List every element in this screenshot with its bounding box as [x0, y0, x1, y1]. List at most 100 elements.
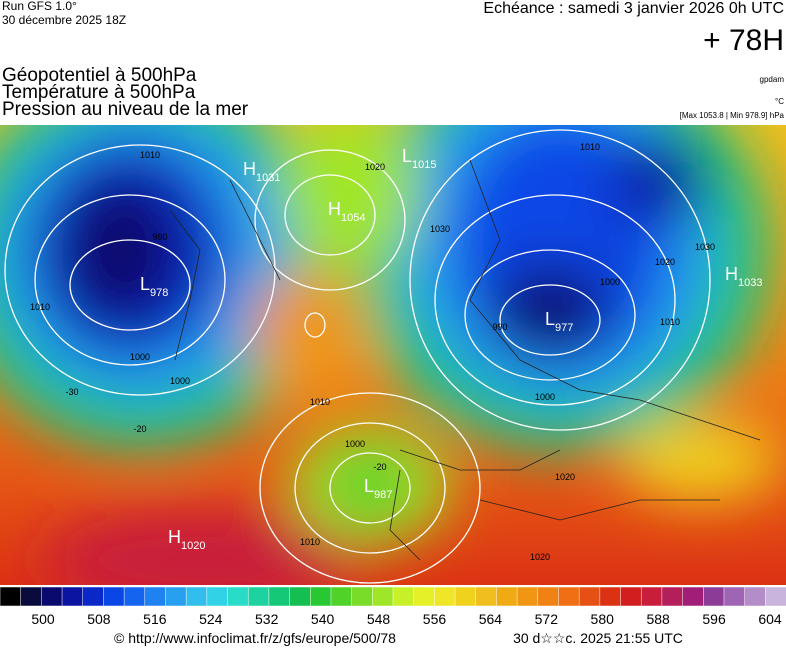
isobar-label: 990 — [152, 232, 167, 242]
coastlines — [169, 159, 761, 561]
isobar-label: 1000 — [535, 392, 555, 402]
layer-title: Pression au niveau de la mer — [2, 99, 249, 120]
colorbar-swatch — [61, 586, 84, 607]
center-value: 1054 — [341, 212, 365, 224]
isobar-label: 1000 — [130, 352, 150, 362]
center-value: 1020 — [181, 540, 205, 552]
colorbar-swatch — [103, 586, 125, 607]
colorbar-label: 524 — [199, 611, 223, 627]
colorbar-swatch — [165, 586, 187, 607]
colorbar-label: 604 — [758, 611, 782, 627]
colorbar-swatch — [703, 586, 725, 607]
isobar-label: 1000 — [345, 439, 365, 449]
pressure-center: H1033 — [725, 264, 762, 289]
center-kind: L — [545, 309, 555, 329]
center-value: 1031 — [256, 172, 280, 184]
colorbar-swatch — [227, 586, 249, 607]
unit-geopotential: gpdam — [760, 75, 785, 84]
lead-time: + 78H — [703, 24, 784, 57]
isobar-label: -20 — [133, 424, 146, 434]
pressure-center: L987 — [364, 476, 392, 501]
isobar-label: 1000 — [600, 277, 620, 287]
center-kind: H — [243, 159, 256, 179]
pressure-center: L977 — [545, 309, 573, 334]
colorbar-label: 556 — [423, 611, 447, 627]
isobar-label: 1010 — [580, 142, 600, 152]
colorbar-label: 572 — [535, 611, 559, 627]
colorbar-swatch — [372, 586, 394, 607]
colorbar-swatch — [41, 586, 63, 607]
colorbar-swatch — [744, 586, 767, 607]
footer-source: © http://www.infoclimat.fr/z/gfs/europe/… — [114, 630, 396, 646]
center-kind: H — [725, 264, 738, 284]
colorbar-swatch — [351, 586, 374, 607]
center-value: 1015 — [412, 159, 436, 171]
colorbar-swatch — [20, 586, 43, 607]
footer-stamp: 30 d☆☆c. 2025 21:55 UTC — [513, 630, 683, 646]
echeance: Echéance : samedi 3 janvier 2026 0h UTC — [483, 0, 784, 17]
isobar-label: 1000 — [170, 376, 190, 386]
isobar-label: 1010 — [310, 397, 330, 407]
colorbar-swatch — [537, 586, 560, 607]
center-kind: L — [140, 274, 150, 294]
center-kind: H — [328, 199, 341, 219]
center-value: 1033 — [738, 277, 762, 289]
layer-title: Température à 500hPa — [2, 82, 196, 103]
colorbar-label: 548 — [367, 611, 391, 627]
isobar-label: 1030 — [695, 242, 715, 252]
unit-temperature: °C — [775, 97, 784, 106]
center-kind: H — [168, 527, 181, 547]
isobar-label: 1010 — [30, 302, 50, 312]
colorbar-label: 500 — [31, 611, 55, 627]
colorbar-swatch — [661, 586, 684, 607]
colorbar-label: 596 — [702, 611, 726, 627]
center-kind: L — [402, 146, 412, 166]
colorbar-swatch — [144, 586, 167, 607]
colorbar-swatch — [247, 586, 270, 607]
colorbar-swatch — [454, 586, 477, 607]
unit-pressure: [Max 1053.8 | Min 978.9] hPa — [680, 111, 785, 120]
isobar-label: 1010 — [300, 537, 320, 547]
colorbar-swatch — [185, 586, 208, 607]
colorbar-swatch — [434, 586, 456, 607]
colorbar-swatch — [765, 586, 786, 607]
colorbar-swatch — [558, 586, 580, 607]
isobar-label: 1020 — [365, 162, 385, 172]
pressure-center: H1031 — [243, 159, 280, 184]
colorbar-swatch — [0, 586, 22, 607]
colorbar-swatch — [723, 586, 746, 607]
colorbar-label: 516 — [143, 611, 167, 627]
colorbar-swatch — [578, 586, 601, 607]
colorbar-swatch — [413, 586, 436, 607]
center-kind: L — [364, 476, 374, 496]
colorbar-swatch — [496, 586, 518, 607]
colorbar-swatch — [599, 586, 622, 607]
layer-title: Géopotentiel à 500hPa — [2, 65, 197, 86]
colorbar-swatch — [268, 586, 291, 607]
pressure-center: H1020 — [168, 527, 205, 552]
isobar-label: -20 — [373, 462, 386, 472]
run-date: 30 décembre 2025 18Z — [2, 13, 126, 27]
isobar-label: 1010 — [140, 150, 160, 160]
isobar-label: 1010 — [660, 317, 680, 327]
isobar-label: -30 — [65, 387, 78, 397]
colorbar-swatch — [620, 586, 642, 607]
center-value: 987 — [374, 489, 392, 501]
pressure-center: L1015 — [402, 146, 437, 171]
colorbar-label: 508 — [87, 611, 111, 627]
colorbar-swatch — [330, 586, 353, 607]
pressure-center: H1054 — [328, 199, 365, 224]
colorbar-swatch — [310, 586, 332, 607]
colorbar-swatch — [289, 586, 312, 607]
colorbar-swatch — [516, 586, 539, 607]
center-value: 977 — [555, 322, 573, 334]
field — [0, 125, 786, 585]
colorbar-label: 540 — [311, 611, 335, 627]
pressure-center: L978 — [140, 274, 168, 299]
colorbar-swatch — [682, 586, 705, 607]
colorbar-label: 588 — [646, 611, 670, 627]
colorbar-swatch — [475, 586, 498, 607]
colorbar-swatch — [82, 586, 105, 607]
center-value: 978 — [150, 287, 168, 299]
run-label: Run GFS 1.0° — [2, 0, 77, 13]
